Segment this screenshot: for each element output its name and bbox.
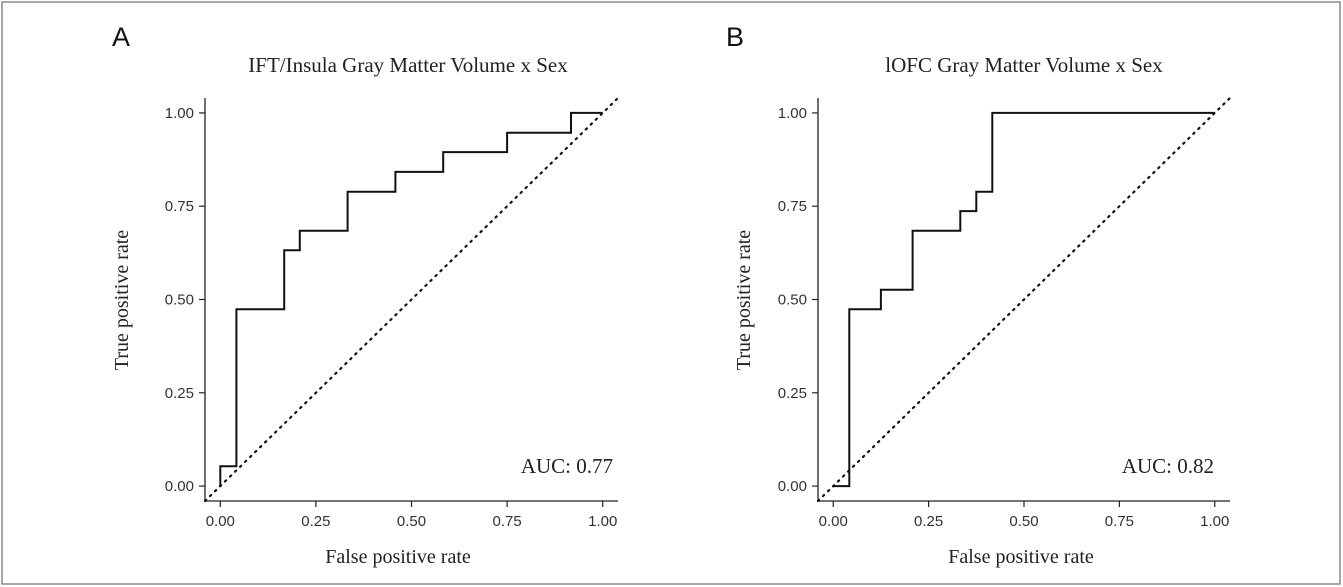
panel-b-y-tick-label: 0.00 [778, 478, 807, 495]
panel-a-y-tick-label: 0.00 [165, 478, 194, 495]
panel-b-chance-line [816, 96, 1232, 503]
panel-b-x-axis-label: False positive rate [948, 546, 1094, 568]
panel-a-roc-curve [219, 111, 603, 487]
panel-a-y-tick-label: 0.25 [165, 385, 194, 402]
panel-a-x-tick-label: 0.00 [206, 513, 235, 530]
panel-a-x-tick-label: 0.25 [301, 513, 330, 530]
panel-a-y-tick-label: 0.75 [165, 198, 194, 215]
panel-b-y-tick-label: 0.50 [778, 292, 807, 309]
panel-a-x-axis-label: False positive rate [325, 546, 471, 568]
panel-a-y-tick-label: 0.50 [165, 292, 194, 309]
panel-a-y-axis-label: True positive rate [111, 230, 133, 370]
panel-b-roc-curve [833, 111, 1215, 488]
panel-a-chance-line [203, 96, 620, 503]
panel-b-y-axis-label: True positive rate [733, 230, 755, 370]
panel-a-x-tick-label: 0.75 [493, 513, 522, 530]
panel-b-y-tick-label: 1.00 [778, 105, 807, 122]
panel-letter-b: B [726, 22, 744, 52]
panel-b-y-tick-label: 0.25 [778, 385, 807, 402]
panel-b-x-tick-label: 0.00 [819, 513, 848, 530]
panel-b-auc-label: AUC: 0.82 [1122, 454, 1214, 478]
panel-b-x-tick-label: 0.25 [914, 513, 943, 530]
panel-a-title: IFT/Insula Gray Matter Volume x Sex [248, 53, 568, 77]
panel-b: B lOFC Gray Matter Volume x Sex 0.00 0.25… [726, 22, 1232, 568]
panel-a-y-tick-label: 1.00 [165, 105, 194, 122]
panel-a-plot-area: 0.00 0.25 0.50 0.75 1.00 0.00 0.25 0.50 0.75 1.00 [165, 96, 620, 530]
panel-b-x-tick-label: 0.75 [1105, 513, 1134, 530]
panel-b-y-tick-label: 0.75 [778, 198, 807, 215]
panel-a: A IFT/Insula Gray Matter Volume x Sex 0.… [111, 22, 620, 568]
panel-a-x-tick-label: 1.00 [588, 513, 617, 530]
panel-a-x-tick-label: 0.50 [397, 513, 426, 530]
panel-letter-a: A [112, 22, 130, 52]
panel-b-x-tick-label: 0.50 [1009, 513, 1038, 530]
panel-b-plot-area: 0.00 0.25 0.50 0.75 1.00 0.00 0.25 0.50 0.75 1.00 [778, 96, 1232, 530]
panel-b-title: lOFC Gray Matter Volume x Sex [885, 53, 1163, 77]
panel-a-auc-label: AUC: 0.77 [521, 454, 613, 478]
panel-b-x-tick-label: 1.00 [1200, 513, 1229, 530]
